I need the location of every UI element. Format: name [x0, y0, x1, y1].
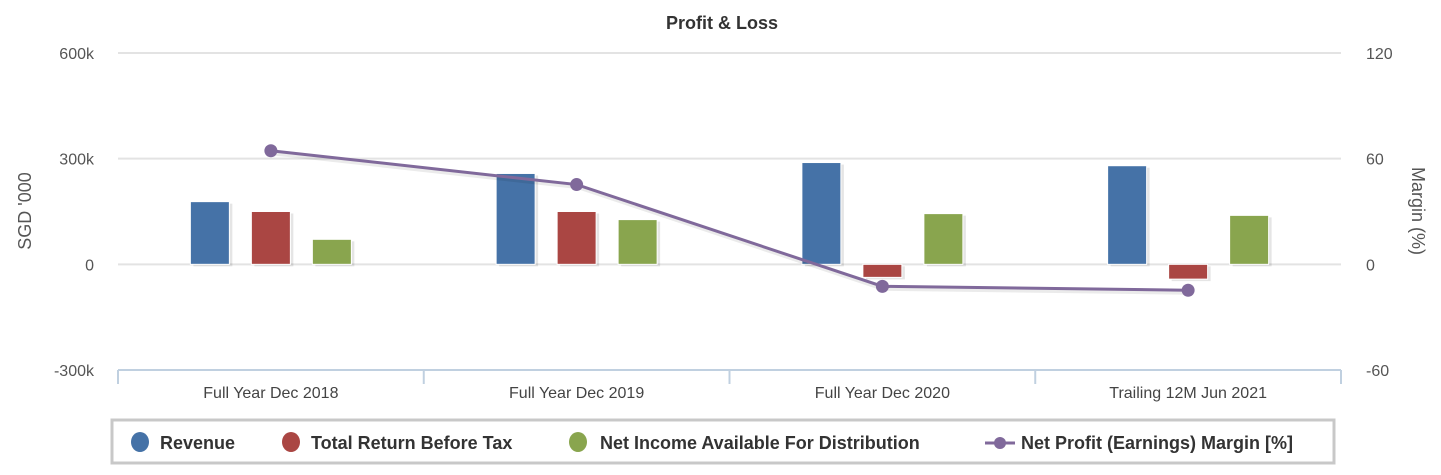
bar-revenue[interactable]: [495, 172, 536, 265]
margin-point[interactable]: [875, 279, 889, 293]
margin-legend-marker: [994, 437, 1006, 449]
x-tick-label: Full Year Dec 2020: [815, 385, 950, 402]
margin-point[interactable]: [570, 178, 584, 192]
legend-item-net-profit-margin[interactable]: Net Profit (Earnings) Margin [%]: [985, 433, 1293, 453]
x-tick-label: Full Year Dec 2019: [509, 385, 644, 402]
left-axis-ticks: -300k 0 300k 600k: [54, 46, 95, 380]
left-tick-label: 600k: [59, 46, 95, 63]
total-return-legend-marker: [282, 432, 300, 452]
margin-point[interactable]: [1181, 283, 1195, 297]
right-tick-label: 120: [1366, 46, 1393, 63]
legend-item-revenue[interactable]: Revenue: [131, 432, 235, 453]
bar-total-return-before-tax[interactable]: [250, 211, 291, 265]
right-axis-ticks: -60 0 60 120: [1366, 46, 1393, 380]
legend-label-total-return-before-tax: Total Return Before Tax: [311, 433, 512, 453]
right-tick-label: 60: [1366, 152, 1384, 169]
bar-revenue[interactable]: [1107, 165, 1148, 265]
bar-net-income-available-for-distribution[interactable]: [1229, 214, 1270, 265]
margin-line-shadow: [271, 150, 1190, 295]
bar-net-income-available-for-distribution[interactable]: [311, 238, 352, 265]
right-axis-title: Margin (%): [1408, 167, 1428, 255]
left-tick-label: -300k: [54, 363, 95, 380]
left-tick-label: 300k: [59, 152, 95, 169]
bars: [189, 162, 1272, 282]
bar-total-return-before-tax[interactable]: [556, 211, 597, 265]
margin-line: [264, 144, 1195, 297]
legend-box: [110, 418, 1336, 465]
legend: Revenue Total Return Before Tax Net Inco…: [110, 418, 1336, 465]
margin-point[interactable]: [264, 144, 278, 158]
right-tick-label: 0: [1366, 257, 1375, 274]
left-tick-label: 0: [85, 257, 94, 274]
x-axis: Full Year Dec 2018 Full Year Dec 2019 Full…: [117, 369, 1342, 402]
bar-net-income-available-for-distribution[interactable]: [923, 213, 964, 265]
bar-revenue[interactable]: [801, 162, 842, 265]
x-tick-label: Full Year Dec 2018: [203, 385, 338, 402]
legend-item-total-return-before-tax[interactable]: Total Return Before Tax: [282, 432, 512, 453]
legend-label-net-profit-margin: Net Profit (Earnings) Margin [%]: [1021, 433, 1293, 453]
margin-line-path: [270, 149, 1189, 292]
gridlines: [118, 52, 1341, 266]
legend-label-revenue: Revenue: [160, 433, 235, 453]
left-axis-title: SGD '000: [15, 172, 35, 249]
chart-title: Profit & Loss: [666, 13, 778, 33]
bar-total-return-before-tax[interactable]: [862, 263, 903, 278]
right-tick-label: -60: [1366, 363, 1389, 380]
bar-revenue[interactable]: [189, 201, 230, 265]
legend-label-net-income: Net Income Available For Distribution: [600, 433, 920, 453]
net-income-legend-marker: [569, 432, 587, 452]
revenue-legend-marker: [131, 432, 149, 452]
bar-net-income-available-for-distribution[interactable]: [617, 219, 658, 265]
bar-total-return-before-tax[interactable]: [1168, 263, 1209, 280]
legend-item-net-income[interactable]: Net Income Available For Distribution: [569, 432, 920, 453]
x-tick-label: Trailing 12M Jun 2021: [1109, 385, 1267, 402]
